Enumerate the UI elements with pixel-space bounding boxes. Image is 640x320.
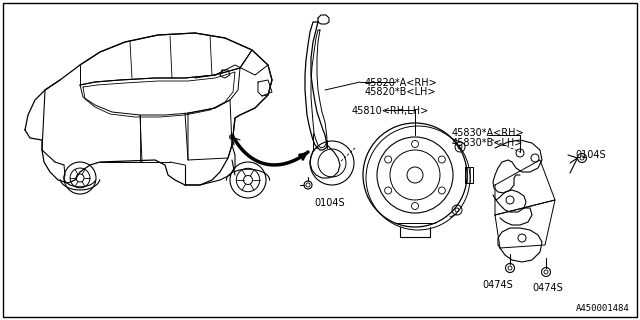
Text: 45830*A<RH>: 45830*A<RH> [452, 128, 525, 138]
Text: 45810<RH,LH>: 45810<RH,LH> [352, 106, 429, 116]
Circle shape [230, 134, 234, 140]
Text: 45820*A<RH>: 45820*A<RH> [365, 78, 438, 88]
Text: 45830*B<LH>: 45830*B<LH> [452, 138, 524, 148]
Text: 0104S: 0104S [575, 150, 605, 160]
Text: 0474S: 0474S [532, 283, 563, 293]
Text: 0104S: 0104S [314, 198, 344, 208]
Text: 0474S: 0474S [483, 280, 513, 290]
Text: A450001484: A450001484 [576, 304, 630, 313]
Text: 45820*B<LH>: 45820*B<LH> [365, 87, 436, 97]
